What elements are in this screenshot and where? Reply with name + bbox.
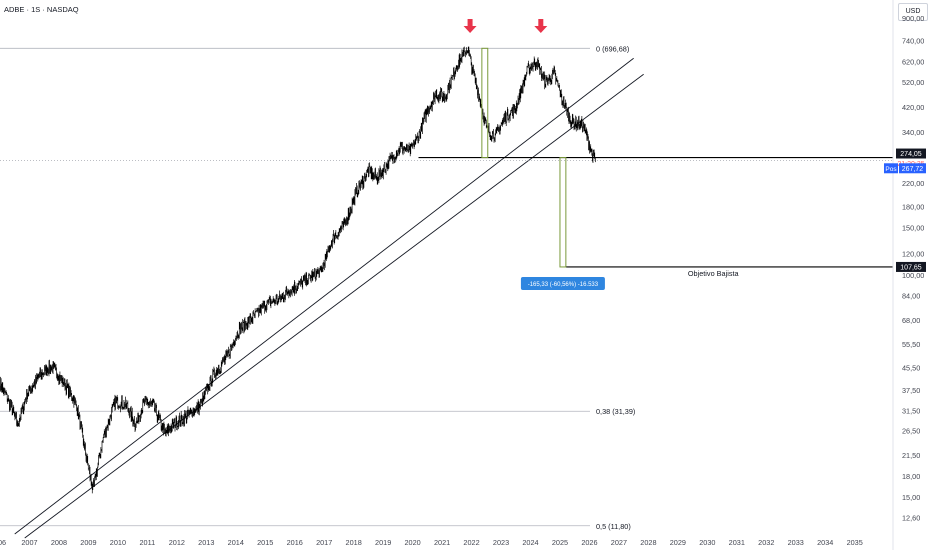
year-tick: 2024	[522, 538, 538, 547]
year-tick: 2030	[699, 538, 715, 547]
year-tick: 2025	[552, 538, 568, 547]
year-tick: 2019	[375, 538, 391, 547]
price-tick: 31,50	[902, 406, 920, 415]
year-tick: 2010	[110, 538, 126, 547]
price-tick: 520,00	[902, 78, 924, 87]
price-tick: 68,00	[902, 316, 920, 325]
chart-title: ADBE · 1S · NASDAQ	[4, 5, 79, 14]
year-tick: 006	[0, 538, 6, 547]
year-tick: 2009	[80, 538, 96, 547]
year-tick: 2032	[758, 538, 774, 547]
price-series	[0, 46, 596, 494]
price-tick: 420,00	[902, 103, 924, 112]
price-tick: 100,00	[902, 271, 924, 280]
price-tick: 55,50	[902, 340, 920, 349]
price-tick: 12,60	[902, 514, 920, 523]
price-tick: 37,50	[902, 386, 920, 395]
year-tick: 2008	[51, 538, 67, 547]
support-target-lines: Objetivo Bajista	[0, 156, 893, 278]
price-tick: 900,00	[902, 14, 924, 23]
time-axis: 006 2007 2008 2009 2010 2011 2012 2013 2014 2015 2…	[0, 538, 863, 547]
down-arrows	[463, 19, 548, 33]
year-tick: 2007	[21, 538, 37, 547]
measure-rects: -165,33 (-60,56%) -16.533	[481, 47, 605, 290]
price-tick: 220,00	[902, 179, 924, 188]
year-tick: 2026	[581, 538, 597, 547]
price-tick: 740,00	[902, 37, 924, 46]
year-tick: 2013	[198, 538, 214, 547]
price-tick: 150,00	[902, 224, 924, 233]
year-tick: 2015	[257, 538, 273, 547]
measure-label: -165,33 (-60,56%) -16.533	[528, 282, 599, 288]
year-tick: 2033	[788, 538, 804, 547]
measure-rect-1	[559, 157, 567, 268]
down-arrow-icon	[463, 19, 477, 33]
pos-value: 267,72	[902, 166, 924, 173]
price-tick: 120,00	[902, 250, 924, 259]
measure-label-bg	[520, 276, 605, 290]
year-tick: 2011	[140, 538, 156, 547]
price-tick: 340,00	[902, 128, 924, 137]
price-tick: 21,50	[902, 451, 920, 460]
fib-levels: 0 (696,68) 0,38 (31,39) 0,5 (11,80)	[0, 44, 635, 531]
year-tick: 2016	[287, 538, 303, 547]
year-tick: 2018	[346, 538, 362, 547]
currency-button[interactable]: USD	[898, 3, 928, 21]
pos-value-badge	[899, 163, 926, 174]
trend-channel	[14, 57, 644, 539]
year-tick: 2012	[169, 538, 185, 547]
down-arrow-icon	[534, 19, 548, 33]
pos-label: Pos	[885, 166, 897, 173]
last-price-badge	[896, 148, 926, 159]
price-tick: 620,00	[902, 57, 924, 66]
price-tick: 26,50	[902, 427, 920, 436]
price-tick: 45,50	[902, 363, 920, 372]
year-tick: 2034	[817, 538, 833, 547]
year-tick: 2023	[493, 538, 509, 547]
fib-label-2: 0,5 (11,80)	[596, 522, 631, 531]
channel-upper	[14, 57, 634, 535]
target-label: Objetivo Bajista	[688, 269, 740, 278]
year-tick: 2029	[670, 538, 686, 547]
year-tick: 2014	[228, 538, 244, 547]
price-tick: 18,00	[902, 472, 920, 481]
price-axis: 900,00 740,00 620,00 520,00 420,00 340,00 220,…	[892, 0, 924, 550]
year-tick: 2017	[316, 538, 332, 547]
year-tick: 2035	[847, 538, 863, 547]
year-tick: 2021	[434, 538, 450, 547]
year-tick: 2022	[463, 538, 479, 547]
target-value: 107,65	[900, 264, 922, 271]
fib-label-1: 0,38 (31,39)	[596, 407, 635, 416]
year-tick: 2028	[640, 538, 656, 547]
pos-badge	[884, 163, 898, 174]
measure-rect-0	[481, 47, 489, 159]
year-tick: 2020	[404, 538, 420, 547]
channel-lower	[24, 73, 644, 539]
price-tick: 180,00	[902, 202, 924, 211]
year-tick: 2027	[611, 538, 627, 547]
price-tick: 84,00	[902, 291, 920, 300]
fib-label-0: 0 (696,68)	[596, 44, 629, 53]
target-badge	[896, 261, 926, 272]
price-tick: 15,00	[902, 493, 920, 502]
year-tick: 2031	[729, 538, 745, 547]
last-price-value: 274,05	[900, 151, 922, 158]
